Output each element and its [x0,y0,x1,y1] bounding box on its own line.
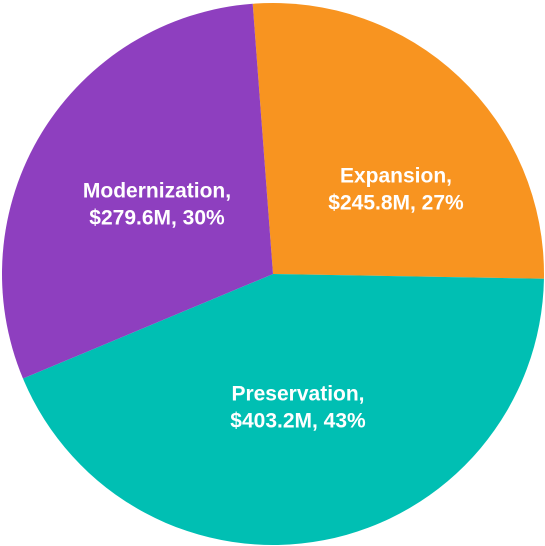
slice-label: Expansion, [340,165,452,188]
pie-slice [22,274,544,546]
slice-value-label: $279.6M, 30% [89,207,225,230]
slice-label: Modernization, [83,180,231,203]
slice-value-label: $245.8M, 27% [328,192,464,215]
slice-label: Preservation, [231,383,364,406]
pie-slice [252,3,544,279]
slice-value-label: $403.2M, 43% [230,410,366,433]
pie-slice [1,3,273,379]
